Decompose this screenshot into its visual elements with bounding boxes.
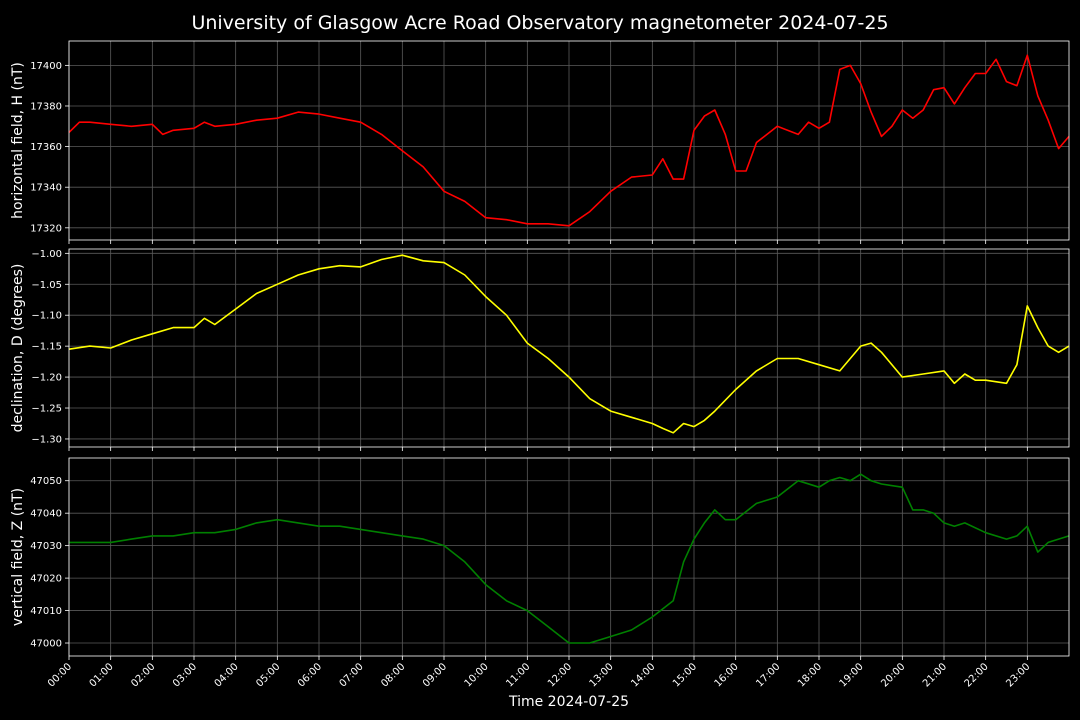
x-tick-label-14: 14:00 [629,661,657,689]
x-tick-label-1: 01:00 [88,661,116,689]
panels-group: 17320 17340 17360 17380 17400 horizontal fiel… [10,40,1070,660]
x-axis-group: 00:00 01:00 02:00 03:00 04:00 05:00 06:00 07:00… [46,661,1032,689]
x-tick-label-5: 05:00 [254,661,282,689]
x-tick-label-3: 03:00 [171,661,199,689]
panel-d-frame [68,248,1070,448]
x-tick-label-21: 21:00 [921,661,949,689]
panel-z-ytick-label-3: 47030 [30,541,62,552]
panel-z-ytick-label-5: 47050 [30,476,62,487]
x-tick-label-4: 04:00 [213,661,241,689]
panel-z-frame [68,457,1070,657]
x-tick-label-2: 02:00 [129,661,157,689]
panel-h-ytick-label-1: 17340 [30,183,62,194]
x-tick-label-8: 08:00 [379,661,407,689]
x-tick-label-18: 18:00 [796,661,824,689]
panel-z-series-line [69,473,1070,644]
x-tick-label-7: 07:00 [338,661,366,689]
panel-z-ytick-label-4: 47040 [30,509,62,520]
x-tick-label-19: 19:00 [838,661,866,689]
panel-h-frame [68,40,1070,241]
panel-d-ytick-label-3: −1.15 [31,342,62,353]
x-tick-label-22: 22:00 [963,661,991,689]
x-tick-label-9: 09:00 [421,661,449,689]
panel-d-y-axis-label: declination, D (degrees) [10,264,26,433]
x-tick-label-12: 12:00 [546,661,574,689]
x-tick-label-23: 23:00 [1004,661,1032,689]
panel-d: −1.30 −1.25 −1.20 −1.15 −1.10 −1.05 −1.00 decli… [10,248,1070,451]
x-tick-label-20: 20:00 [879,661,907,689]
panel-d-ytick-label-0: −1.30 [31,434,62,445]
panel-d-ytick-label-2: −1.20 [31,373,62,384]
panel-h-ytick-label-3: 17380 [30,101,62,112]
panel-z-y-axis-label: vertical field, Z (nT) [10,488,26,626]
panel-d-ytick-label-4: −1.10 [31,311,62,322]
panel-d-ytick-label-1: −1.25 [31,404,62,415]
x-tick-label-10: 10:00 [463,661,491,689]
panel-d-series-line [68,254,1070,434]
panel-h-ytick-label-4: 17400 [30,61,62,72]
panel-z-ytick-label-1: 47010 [30,606,62,617]
x-tick-label-13: 13:00 [588,661,616,689]
x-tick-label-16: 16:00 [713,661,741,689]
panel-h-series-line [68,54,1070,227]
x-tick-label-11: 11:00 [504,661,532,689]
x-tick-label-6: 06:00 [296,661,324,689]
panel-d-ytick-label-6: −1.00 [31,249,62,260]
x-tick-label-17: 17:00 [754,661,782,689]
panel-z: 47000 47010 47020 47030 47040 47050 vertical f… [10,457,1070,660]
x-tick-label-15: 15:00 [671,661,699,689]
panel-d-ytick-label-5: −1.05 [31,280,62,291]
panel-h: 17320 17340 17360 17380 17400 horizontal fiel… [10,40,1070,244]
figure-title: University of Glasgow Acre Road Observat… [191,12,888,34]
panel-h-ytick-label-0: 17320 [30,223,62,234]
panel-z-ytick-label-0: 47000 [30,639,62,650]
panel-z-ytick-label-2: 47020 [30,574,62,585]
x-axis-label: Time 2024-07-25 [508,694,629,710]
x-tick-label-0: 00:00 [46,661,74,689]
panel-h-ytick-label-2: 17360 [30,142,62,153]
panel-h-y-axis-label: horizontal field, H (nT) [10,62,26,219]
